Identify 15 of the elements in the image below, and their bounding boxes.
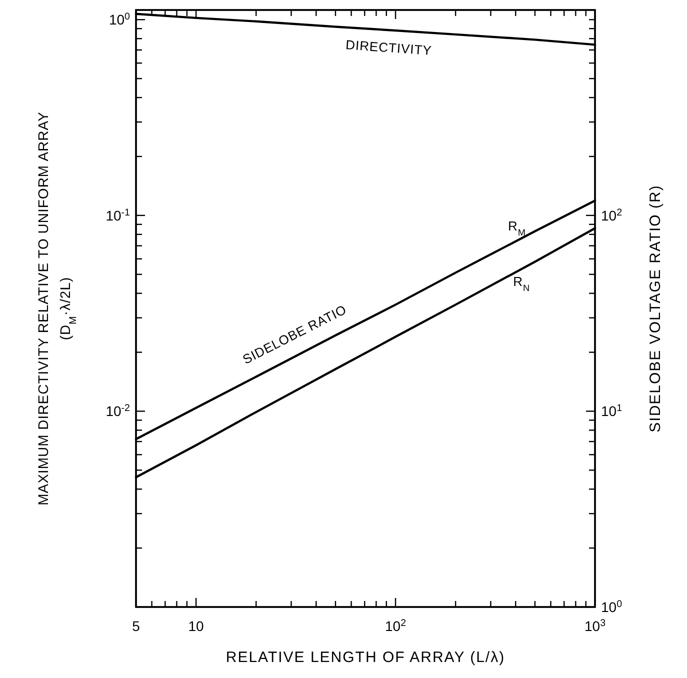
y-tick-label: 10$^{1}$ [601,402,622,420]
x-tick-label: 10$^{3}$ [584,618,606,634]
x-tick-label: 5 [132,618,140,634]
y-tick-label: 10$^{-1}$ [106,206,130,224]
y-tick-label: 10$^{2}$ [601,206,622,224]
series-label: DIRECTIVITY [345,37,432,58]
x-axis-title: RELATIVE LENGTH OF ARRAY (L/λ) [226,649,506,666]
series-label: R$_{N}$ [513,274,530,293]
y-tick-label: 10$^{0}$ [601,598,623,615]
x-tick-label: 10$^{2}$ [385,618,406,634]
y-axis-title: SIDELOBE VOLTAGE RATIO (R) [647,184,664,432]
y-tick-label: 10$^{-2}$ [106,402,130,420]
x-tick-label: 10 [188,618,204,634]
y-tick-label: 10$^{0}$ [108,11,131,28]
series-label: R$_{M}$ [508,218,526,238]
